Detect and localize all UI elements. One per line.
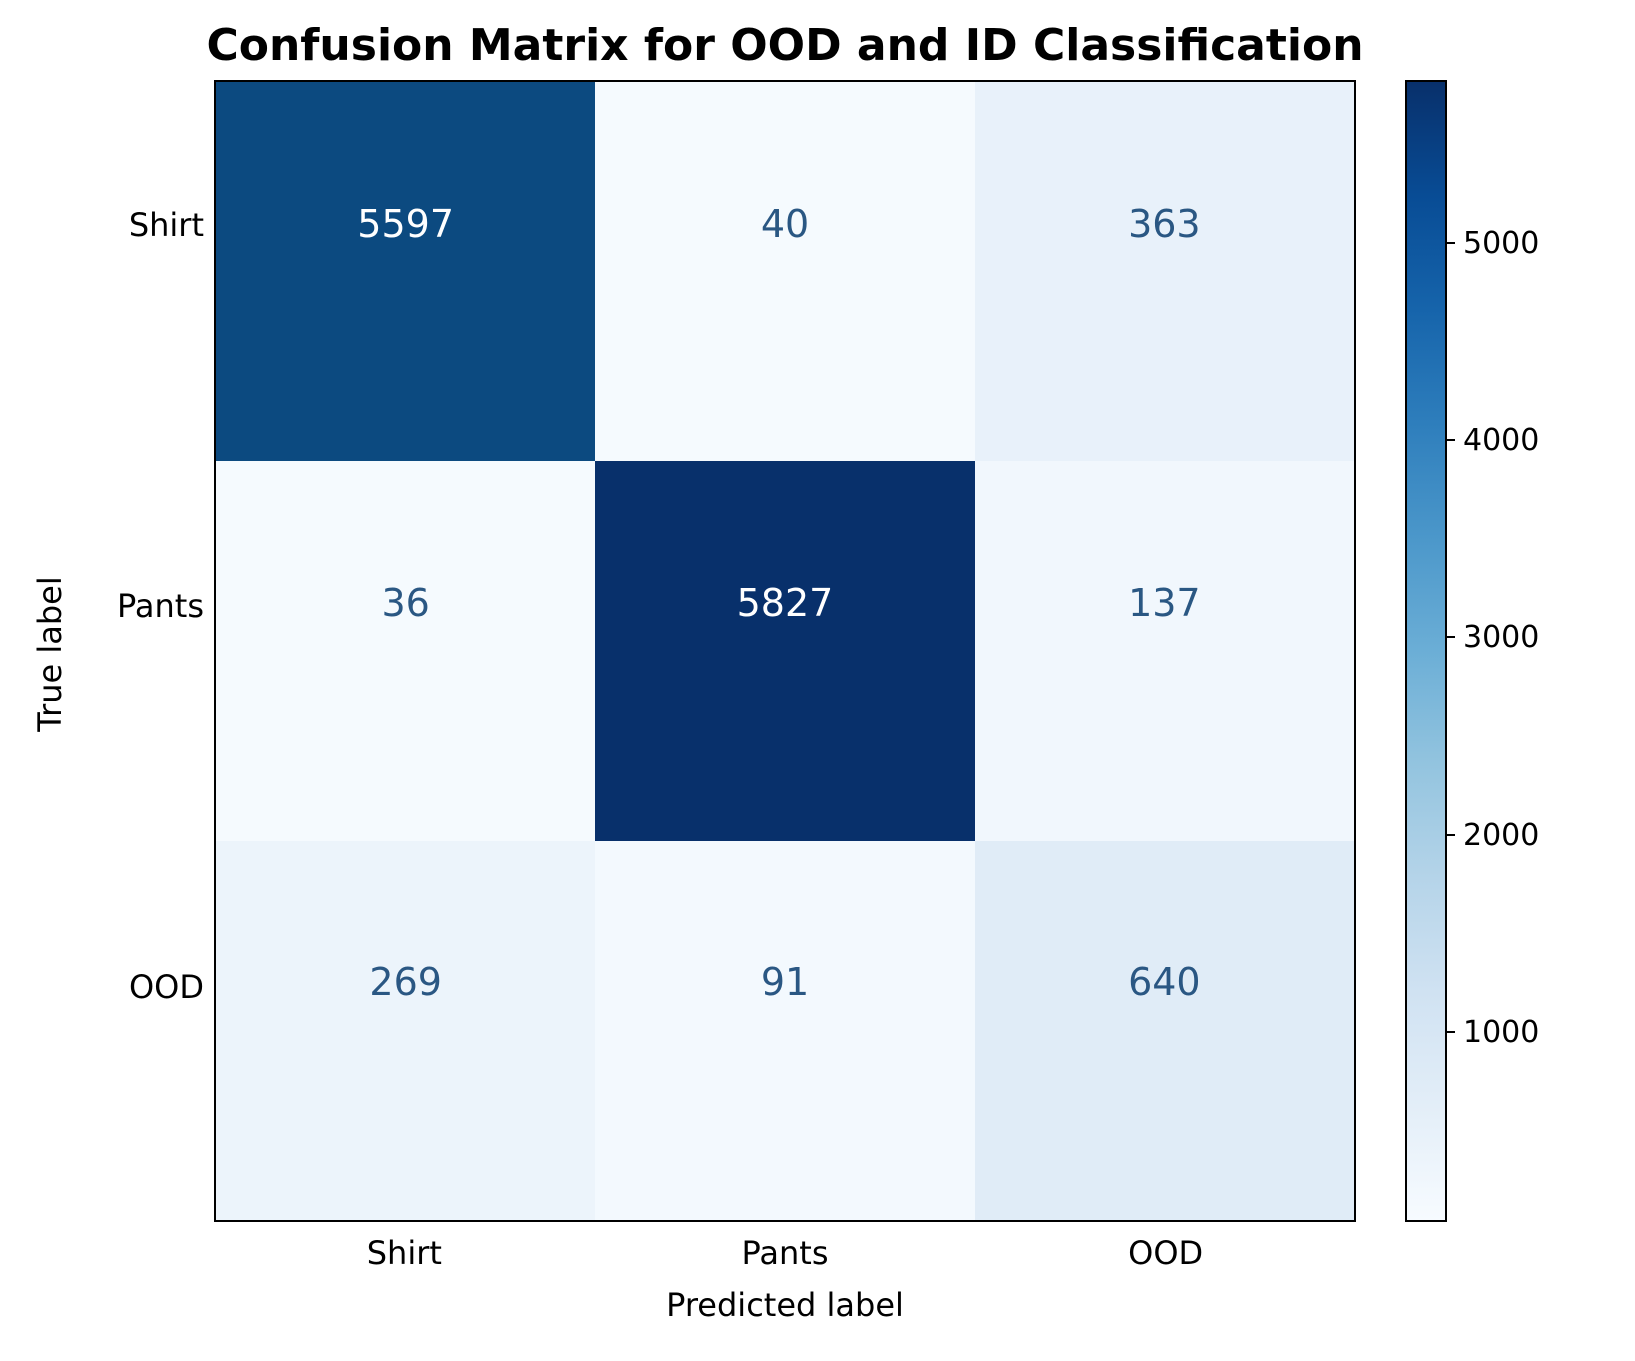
colorbar-tick-label: 1000 [1463, 1015, 1539, 1050]
colorbar [1405, 80, 1447, 1222]
cell-value: 640 [1128, 960, 1201, 1004]
colorbar-tick-mark [1447, 834, 1455, 836]
cell-value: 363 [1128, 202, 1201, 246]
colorbar-tick-mark [1447, 1031, 1455, 1033]
chart-title: Confusion Matrix for OOD and ID Classifi… [85, 20, 1485, 71]
colorbar-tick-mark [1447, 439, 1455, 441]
colorbar-tick-label: 5000 [1463, 226, 1539, 261]
colorbar-tick-mark [1447, 242, 1455, 244]
heatmap-axes: 5597 40 363 36 5827 137 269 91 640 [214, 80, 1356, 1222]
heatmap-cell: 5827 [595, 461, 974, 840]
ytick-label: Pants [54, 587, 204, 625]
ytick-label: Shirt [54, 206, 204, 244]
heatmap-cell: 640 [975, 841, 1354, 1220]
xtick-label: OOD [1066, 1234, 1266, 1272]
y-axis-label: True label [31, 504, 69, 804]
cell-value: 5597 [357, 202, 454, 246]
colorbar-tick-label: 2000 [1463, 818, 1539, 853]
x-axis-label: Predicted label [585, 1286, 985, 1324]
cell-value: 137 [1128, 581, 1201, 625]
cell-value: 40 [761, 202, 809, 246]
cell-value: 36 [381, 581, 429, 625]
heatmap-cell: 91 [595, 841, 974, 1220]
xtick-label: Pants [685, 1234, 885, 1272]
heatmap-cell: 137 [975, 461, 1354, 840]
heatmap-cell: 363 [975, 82, 1354, 461]
colorbar-gradient [1407, 82, 1445, 1220]
confusion-matrix-grid: 5597 40 363 36 5827 137 269 91 640 [216, 82, 1354, 1220]
heatmap-cell: 36 [216, 461, 595, 840]
figure: Confusion Matrix for OOD and ID Classifi… [0, 0, 1635, 1361]
colorbar-tick-mark [1447, 636, 1455, 638]
heatmap-cell: 269 [216, 841, 595, 1220]
heatmap-cell: 5597 [216, 82, 595, 461]
ytick-label: OOD [54, 968, 204, 1006]
cell-value: 269 [369, 960, 442, 1004]
colorbar-tick-label: 3000 [1463, 620, 1539, 655]
heatmap-cell: 40 [595, 82, 974, 461]
xtick-label: Shirt [304, 1234, 504, 1272]
cell-value: 5827 [737, 581, 834, 625]
colorbar-tick-label: 4000 [1463, 423, 1539, 458]
cell-value: 91 [761, 960, 809, 1004]
